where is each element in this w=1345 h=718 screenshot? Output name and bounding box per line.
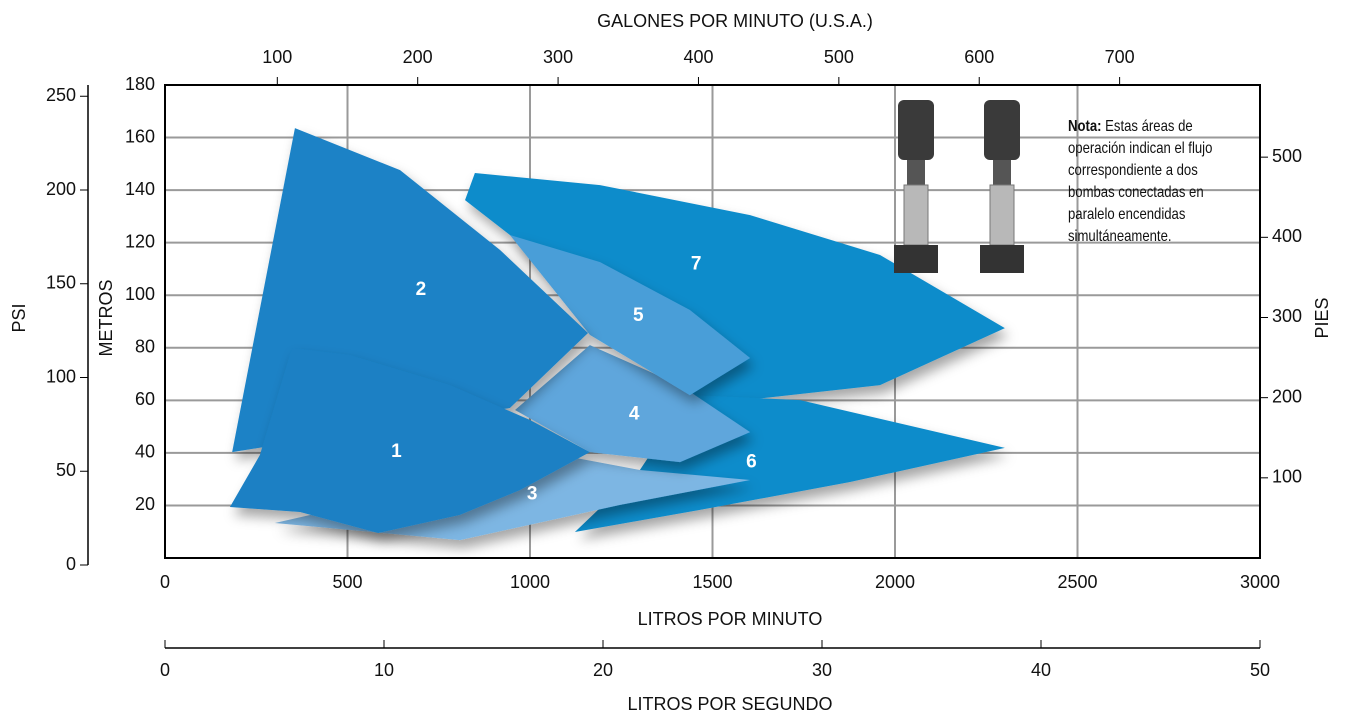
psi-tick-label: 150 [46,273,76,293]
y-tick-label: 160 [125,126,155,146]
lps-tick-label: 50 [1250,660,1270,680]
top-tick-label: 700 [1105,47,1135,67]
top-tick-label: 300 [543,47,573,67]
note: Nota: Estas áreas de operación indican e… [1068,118,1212,245]
lps-tick-label: 40 [1031,660,1051,680]
operating-region [509,235,751,396]
y-axis-title: METROS [96,279,116,356]
y-tick-label: 100 [125,284,155,304]
note-text: Nota: Estas áreas de [1068,118,1193,135]
region-label: 3 [527,484,538,505]
note-line: simultáneamente. [1068,228,1172,245]
psi-axis-title: PSI [9,303,29,332]
operating-region [465,173,1005,406]
lps-axis-title: LITROS POR SEGUNDO [627,694,832,714]
y-tick-label: 180 [125,74,155,94]
psi-tick-label: 100 [46,366,76,386]
operating-region [515,345,751,463]
pumps [894,100,1024,273]
y2-tick-label: 200 [1272,386,1302,406]
x-tick-label: 1000 [510,572,550,592]
top-tick-label: 100 [262,47,292,67]
regions: 7 6 3 4 5 2 1 [229,128,1005,541]
note-line: Estas áreas de [1105,118,1192,135]
y-tick-label: 40 [135,442,155,462]
note-line: operación indican el flujo [1068,140,1212,157]
psi-tick-label: 0 [66,554,76,574]
region-label: 2 [416,279,427,300]
y2-tick-label: 100 [1272,467,1302,487]
top-tick-label: 600 [964,47,994,67]
top-axis-title: GALONES POR MINUTO (U.S.A.) [597,11,873,31]
lps-tick-label: 30 [812,660,832,680]
y-tick-label: 60 [135,389,155,409]
top-tick-label: 400 [683,47,713,67]
x-tick-label: 1500 [692,572,732,592]
operating-region [229,348,590,534]
note-line: paralelo encendidas [1068,206,1185,223]
region-label: 4 [629,403,640,424]
psi-tick-label: 50 [56,460,76,480]
y2-tick-label: 500 [1272,146,1302,166]
lps-tick-label: 10 [374,660,394,680]
y-tick-label: 20 [135,494,155,514]
y2-tick-label: 400 [1272,226,1302,246]
psi-tick-label: 200 [46,179,76,199]
x-tick-label: 3000 [1240,572,1280,592]
top-tick-label: 500 [824,47,854,67]
lps-tick-label: 20 [593,660,613,680]
psi-tick-label: 250 [46,85,76,105]
x-tick-label: 2000 [875,572,915,592]
region-label: 6 [746,451,757,472]
region-label: 5 [633,305,644,326]
x-tick-label: 2500 [1057,572,1097,592]
note-label: Nota: [1068,118,1102,135]
lps-tick-label: 0 [160,660,170,680]
region-label: 7 [691,254,702,275]
plot-frame [164,84,1261,559]
top-tick-label: 200 [403,47,433,67]
y-tick-label: 140 [125,179,155,199]
x-tick-label: 500 [332,572,362,592]
y-tick-label: 120 [125,231,155,251]
note-line: bombas conectadas en [1068,184,1204,201]
region-label: 1 [391,441,402,462]
y-tick-label: 80 [135,337,155,357]
y2-tick-label: 300 [1272,306,1302,326]
x-tick-label: 0 [160,572,170,592]
x-axis-title: LITROS POR MINUTO [638,609,823,629]
note-line: correspondiente a dos [1068,162,1198,179]
y2-axis-title: PIES [1312,297,1332,338]
